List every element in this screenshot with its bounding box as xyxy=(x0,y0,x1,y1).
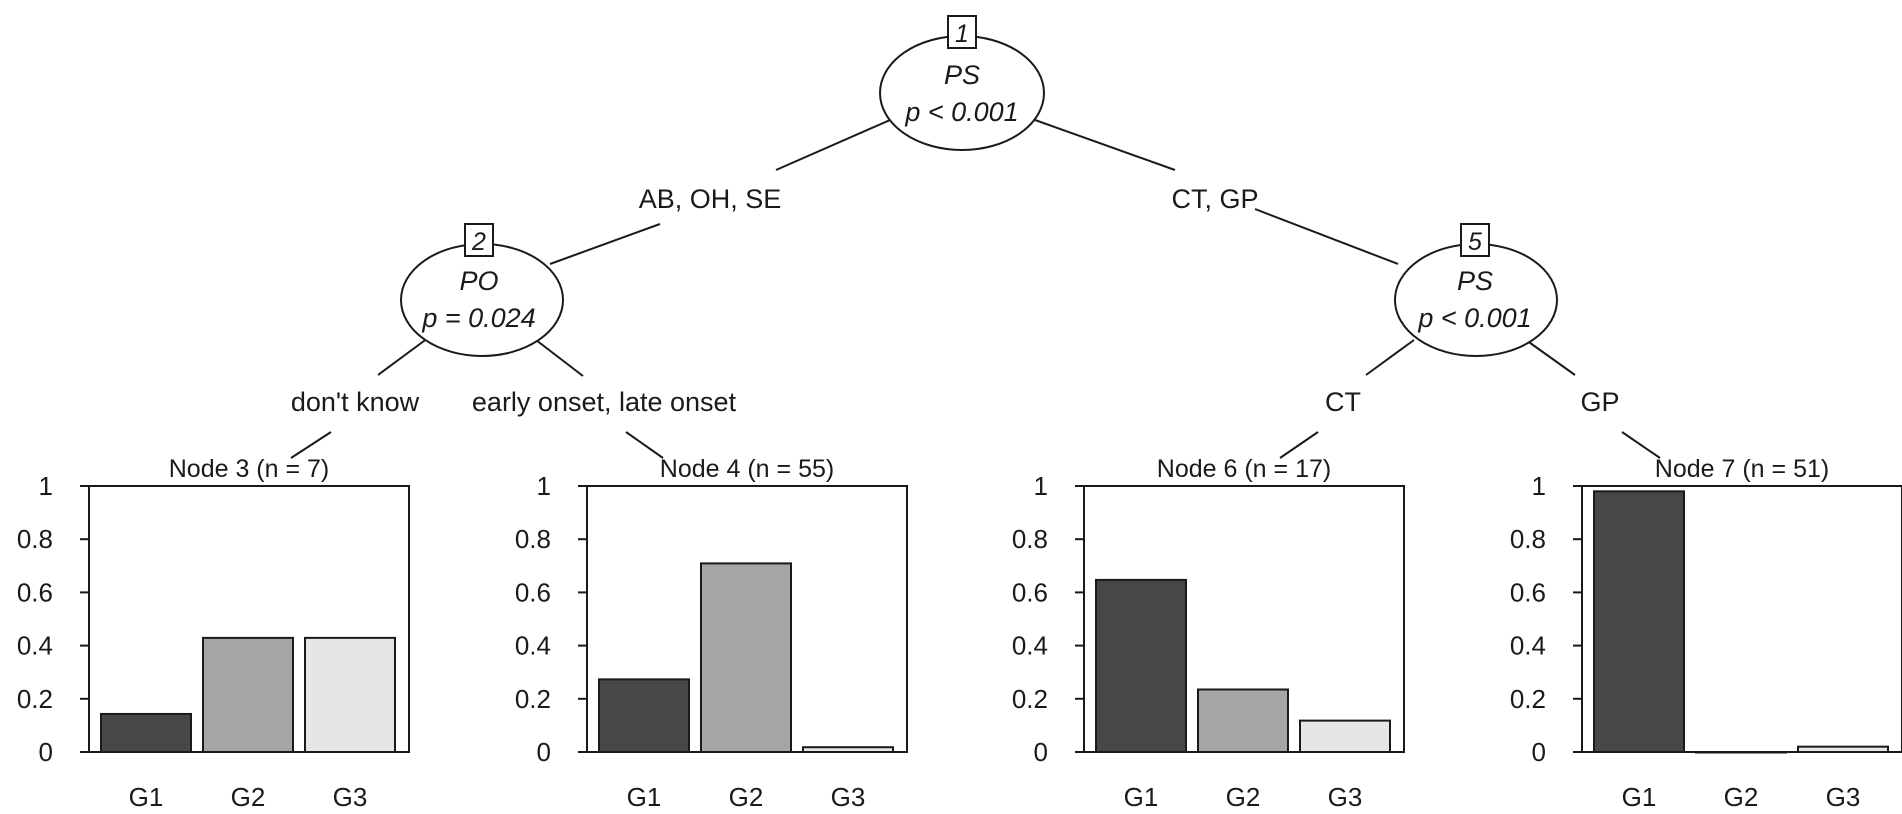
y-tick-label: 0.4 xyxy=(1012,631,1048,661)
y-tick-label: 0.6 xyxy=(17,577,53,607)
terminal-node-chart-4: Node 7 (n = 51) 0 0.2 0.4 0.6 0.8 1 G1 G2 G3 xyxy=(1510,455,1902,812)
y-tick-label: 0.6 xyxy=(1012,577,1048,607)
bar-g1 xyxy=(1593,490,1685,753)
edge-label-ct: CT xyxy=(1325,387,1361,417)
node-2-id-box xyxy=(464,223,494,257)
bar-g3 xyxy=(304,636,396,753)
y-tick-label: 1 xyxy=(1532,471,1546,501)
y-tick-label: 0.8 xyxy=(515,524,551,554)
bar-g1 xyxy=(598,678,690,754)
x-tick-label-g2: G2 xyxy=(231,782,266,812)
bar-g3 xyxy=(1299,719,1391,753)
node-1-p-value: p < 0.001 xyxy=(904,97,1018,127)
y-tick-label: 0.8 xyxy=(1012,524,1048,554)
bar-g2 xyxy=(700,562,792,753)
x-tick-label-g1: G1 xyxy=(627,782,662,812)
edge-label-dont-know: don't know xyxy=(291,387,420,417)
edge-label-ab-oh-se: AB, OH, SE xyxy=(639,184,782,214)
x-tick-label-g3: G3 xyxy=(1328,782,1363,812)
plot-frame xyxy=(88,485,410,753)
bar-g1 xyxy=(100,712,192,753)
edge-1-2-upper xyxy=(775,119,891,171)
plot-frame xyxy=(1581,485,1902,753)
plot-frame xyxy=(1083,485,1405,753)
y-tick-label: 0.4 xyxy=(1510,631,1546,661)
inner-node-1: 1 PS p < 0.001 xyxy=(879,15,1045,151)
node-5-id: 5 xyxy=(1468,228,1482,256)
y-tick-label: 0.8 xyxy=(17,524,53,554)
y-tick-label: 0.4 xyxy=(515,631,551,661)
y-tick-label: 0.6 xyxy=(515,577,551,607)
x-tick-label-g1: G1 xyxy=(1622,782,1657,812)
y-tick-label: 0.2 xyxy=(1012,684,1048,714)
x-tick-label-g1: G1 xyxy=(1124,782,1159,812)
node-1-id: 1 xyxy=(955,20,969,48)
edge-2-3-upper xyxy=(377,337,429,376)
x-tick-label-g3: G3 xyxy=(1826,782,1861,812)
edge-1-5-upper xyxy=(1034,119,1176,171)
edge-2-4-lower xyxy=(625,431,664,459)
inner-node-2: 2 PO p = 0.024 xyxy=(400,223,564,357)
chart-title: Node 6 (n = 17) xyxy=(1157,455,1331,483)
x-tick-label-g2: G2 xyxy=(1226,782,1261,812)
plot-frame xyxy=(586,485,908,753)
edge-5-7-upper xyxy=(1525,339,1576,376)
bar-g2 xyxy=(1197,688,1289,753)
node-5-variable: PS xyxy=(1457,266,1493,296)
node-2-ellipse xyxy=(400,243,564,357)
y-tick-label: 0 xyxy=(39,737,53,767)
chart-title: Node 3 (n = 7) xyxy=(169,455,330,483)
edge-2-4-upper xyxy=(535,339,584,377)
y-tick-label: 0.2 xyxy=(515,684,551,714)
node-1-id-box xyxy=(947,15,977,49)
x-tick-label-g3: G3 xyxy=(831,782,866,812)
y-tick-label: 0.6 xyxy=(1510,577,1546,607)
node-5-p-value: p < 0.001 xyxy=(1417,303,1531,333)
terminal-node-chart-2: Node 4 (n = 55) 0 0.2 0.4 0.6 0.8 1 G1 G2 G3 xyxy=(515,455,908,812)
y-tick-label: 0 xyxy=(537,737,551,767)
edge-label-ct-gp: CT, GP xyxy=(1171,184,1258,214)
y-tick-label: 0.8 xyxy=(1510,524,1546,554)
x-tick-label-g1: G1 xyxy=(129,782,164,812)
bar-g2 xyxy=(202,636,294,753)
terminal-node-chart-3: Node 6 (n = 17) 0 0.2 0.4 0.6 0.8 1 G1 G2 G3 xyxy=(1012,455,1405,812)
edge-5-7-lower xyxy=(1621,431,1661,459)
node-1-ellipse xyxy=(879,35,1045,151)
node-1-variable: PS xyxy=(944,60,980,90)
x-tick-label-g2: G2 xyxy=(1724,782,1759,812)
y-tick-label: 1 xyxy=(1034,471,1048,501)
edge-label-early-late-onset: early onset, late onset xyxy=(472,387,737,417)
chart-title: Node 4 (n = 55) xyxy=(660,455,834,483)
edge-2-3-lower xyxy=(290,431,332,459)
node-5-ellipse xyxy=(1394,243,1558,357)
edge-label-gp: GP xyxy=(1580,387,1619,417)
node-2-id: 2 xyxy=(471,228,486,256)
node-5-id-box xyxy=(1460,223,1490,257)
bar-g1 xyxy=(1095,578,1187,754)
edge-5-6-upper xyxy=(1365,339,1415,376)
y-tick-label: 0.2 xyxy=(1510,684,1546,714)
edge-5-6-lower xyxy=(1279,431,1319,459)
edge-1-5-lower xyxy=(1254,208,1399,265)
chart-title: Node 7 (n = 51) xyxy=(1655,455,1829,483)
edge-1-2-lower xyxy=(549,223,661,265)
x-tick-label-g3: G3 xyxy=(333,782,368,812)
y-tick-label: 1 xyxy=(39,471,53,501)
node-2-p-value: p = 0.024 xyxy=(421,303,535,333)
y-tick-label: 0.2 xyxy=(17,684,53,714)
node-2-variable: PO xyxy=(459,266,498,296)
y-tick-label: 0 xyxy=(1034,737,1048,767)
tree-edges xyxy=(290,119,1661,459)
y-tick-label: 0.4 xyxy=(17,631,53,661)
edge-labels: AB, OH, SE CT, GP don't know early onset… xyxy=(291,184,1620,417)
inner-node-5: 5 PS p < 0.001 xyxy=(1394,223,1558,357)
terminal-node-chart-1: Node 3 (n = 7) 0 0.2 0.4 0.6 0.8 1 G1 G2 G3 xyxy=(17,455,410,812)
y-tick-label: 1 xyxy=(537,471,551,501)
y-tick-label: 0 xyxy=(1532,737,1546,767)
x-tick-label-g2: G2 xyxy=(729,782,764,812)
